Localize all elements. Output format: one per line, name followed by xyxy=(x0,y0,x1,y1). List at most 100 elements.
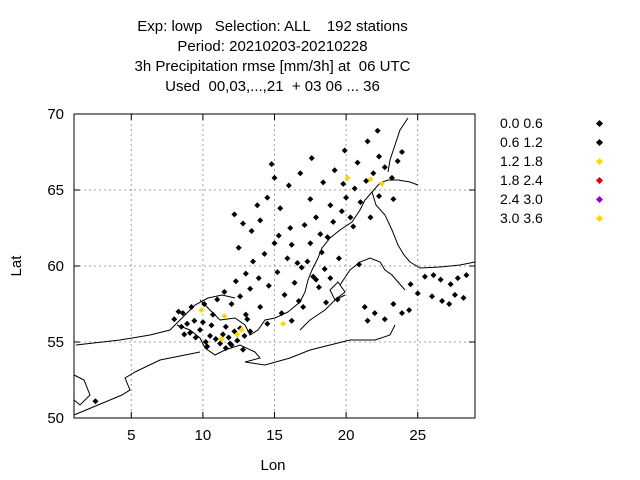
station-point xyxy=(298,264,305,271)
station-point xyxy=(234,337,241,344)
station-point xyxy=(300,304,307,311)
legend-item: 2.4 3.0 xyxy=(500,190,604,209)
station-point xyxy=(318,249,325,256)
station-point xyxy=(324,234,331,241)
station-point xyxy=(222,323,229,330)
station-point xyxy=(92,398,99,405)
station-point xyxy=(198,307,205,314)
y-tick-label: 70 xyxy=(47,106,64,123)
station-point xyxy=(181,331,188,338)
station-point xyxy=(201,301,208,307)
station-point xyxy=(222,345,229,352)
station-point xyxy=(381,164,388,171)
station-point xyxy=(197,326,204,333)
station-point xyxy=(242,311,249,318)
legend-label: 1.8 2.4 xyxy=(500,172,543,188)
y-tick-label: 65 xyxy=(47,182,64,199)
station-point xyxy=(367,214,374,221)
legend-item: 1.2 1.8 xyxy=(500,152,604,171)
station-point xyxy=(231,211,238,218)
station-point xyxy=(278,310,285,317)
station-point xyxy=(327,275,334,282)
station-point xyxy=(288,317,295,324)
station-point xyxy=(331,167,338,174)
station-point xyxy=(221,313,228,320)
station-point xyxy=(321,266,328,273)
station-point xyxy=(239,220,246,227)
station-point xyxy=(381,316,388,323)
station-point xyxy=(225,334,232,341)
station-point xyxy=(247,328,254,335)
station-point xyxy=(313,214,320,221)
station-point xyxy=(355,261,362,268)
x-tick-label: 25 xyxy=(409,427,426,444)
title-line-3: 3h Precipitation rmse [mm/3h] at 06 UTC xyxy=(134,58,411,75)
station-point xyxy=(390,196,397,203)
station-point xyxy=(284,255,291,262)
title-line-1: Exp: lowp Selection: ALL 192 stations xyxy=(137,18,408,35)
station-point xyxy=(338,208,345,215)
station-point xyxy=(315,284,322,291)
y-tick-label: 60 xyxy=(47,258,64,275)
station-point xyxy=(280,320,287,327)
station-point xyxy=(335,255,342,262)
x-tick-label: 20 xyxy=(338,427,355,444)
station-point xyxy=(320,179,327,186)
station-point xyxy=(179,310,186,317)
station-point xyxy=(261,250,268,257)
station-point xyxy=(398,310,405,317)
station-point xyxy=(265,282,272,289)
station-point xyxy=(323,299,330,306)
station-point xyxy=(301,221,308,228)
station-point xyxy=(374,127,381,134)
station-point xyxy=(295,297,302,304)
station-point xyxy=(361,304,368,311)
station-point xyxy=(439,297,446,304)
station-markers xyxy=(92,127,470,405)
station-point xyxy=(291,279,298,286)
station-point xyxy=(254,202,261,209)
station-point xyxy=(350,223,357,230)
coastline xyxy=(73,117,476,416)
station-point xyxy=(307,196,314,203)
station-point xyxy=(294,259,301,266)
station-point xyxy=(313,276,320,283)
x-tick-label: 10 xyxy=(195,427,212,444)
station-point xyxy=(192,334,199,341)
station-point xyxy=(437,276,444,283)
station-point xyxy=(341,147,348,154)
legend-label: 2.4 3.0 xyxy=(500,191,543,207)
grid-lines xyxy=(74,114,475,418)
station-point xyxy=(454,275,461,282)
station-point xyxy=(304,258,311,265)
station-point xyxy=(238,326,245,333)
station-point xyxy=(228,301,235,307)
station-point xyxy=(248,228,255,235)
station-point xyxy=(232,278,239,285)
station-point xyxy=(367,176,374,183)
station-point xyxy=(297,170,304,177)
station-point xyxy=(446,301,453,307)
station-point xyxy=(364,138,371,145)
station-point xyxy=(188,304,195,311)
station-point xyxy=(244,316,251,323)
station-point xyxy=(257,304,264,311)
station-point xyxy=(234,331,241,338)
legend: 0.0 0.6 0.6 1.2 1.2 1.8 1.8 2.4 2.4 3.0 3.0 3… xyxy=(500,114,604,228)
station-point xyxy=(421,273,428,280)
y-axis-ticks: 50 55 60 65 70 xyxy=(47,106,475,427)
station-point xyxy=(330,218,337,225)
station-point xyxy=(414,290,421,297)
station-point xyxy=(264,320,271,327)
station-point xyxy=(340,180,347,187)
legend-item: 1.8 2.4 xyxy=(500,171,604,190)
title-line-4: Used 00,03,...,21 + 03 06 ... 36 xyxy=(165,78,380,95)
station-point xyxy=(378,180,385,187)
station-point xyxy=(212,335,219,342)
legend-item: 3.0 3.6 xyxy=(500,209,604,228)
station-point xyxy=(344,174,351,181)
station-point xyxy=(277,205,284,212)
legend-label: 1.2 1.8 xyxy=(500,153,543,169)
station-point xyxy=(398,149,405,155)
station-point xyxy=(214,296,221,303)
